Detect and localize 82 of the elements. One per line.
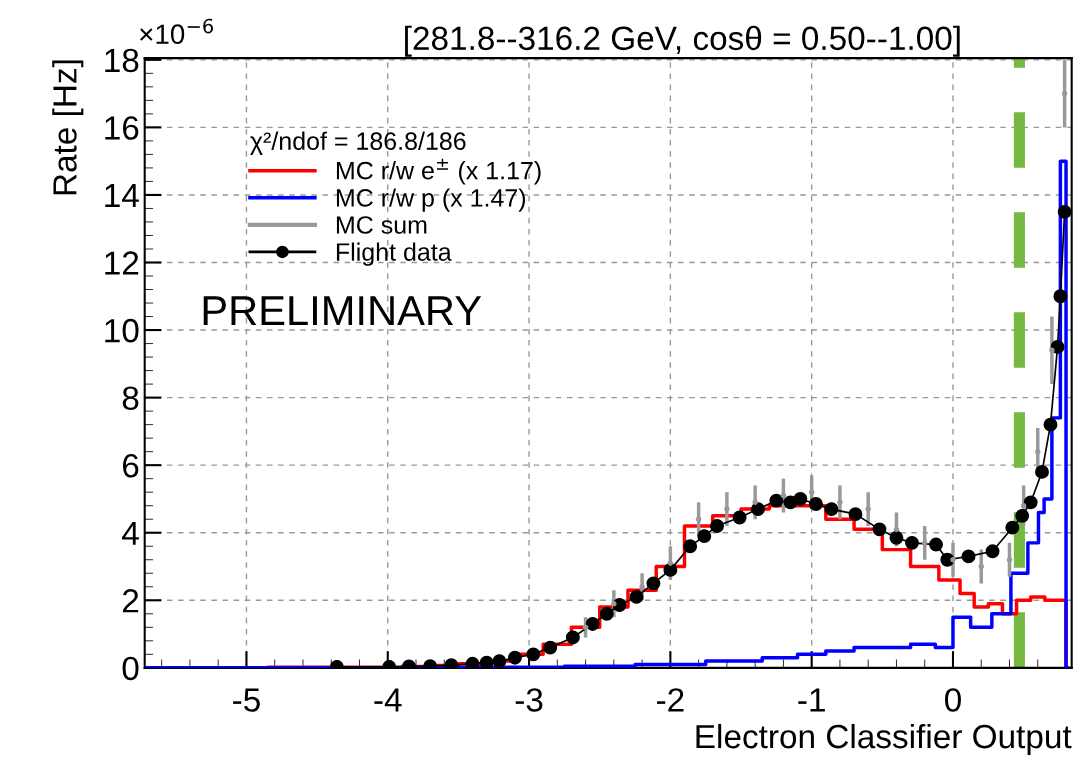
annotation: PRELIMINARY bbox=[203, 296, 482, 325]
point bbox=[808, 489, 815, 495]
point bbox=[780, 492, 787, 499]
point bbox=[479, 655, 494, 668]
text: ×10$^{−6}$ bbox=[140, 18, 213, 45]
point bbox=[1015, 508, 1030, 523]
point bbox=[978, 563, 985, 570]
point bbox=[1020, 502, 1027, 509]
point bbox=[663, 562, 678, 577]
x-axis-title: Electron Classifier Output bbox=[696, 723, 1072, 755]
point bbox=[929, 537, 943, 552]
legend-label: MC r/w e$^{±}$ (x 1.17) bbox=[336, 158, 541, 185]
legend-label: MC sum bbox=[336, 216, 427, 234]
point bbox=[848, 507, 863, 522]
point bbox=[599, 606, 614, 621]
y-tick-label: 4 bbox=[122, 521, 139, 545]
y-tick-label: 18 bbox=[105, 48, 139, 73]
point bbox=[732, 510, 747, 525]
point bbox=[950, 556, 956, 563]
point bbox=[1034, 448, 1041, 455]
point bbox=[582, 624, 589, 631]
point bbox=[710, 519, 724, 533]
y-tick-label: 10 bbox=[105, 318, 139, 343]
point bbox=[865, 506, 871, 512]
point bbox=[1006, 556, 1013, 563]
y-axis-title: Rate [Hz] bbox=[52, 60, 84, 195]
y-tick-label: 0 bbox=[122, 656, 139, 681]
point bbox=[769, 493, 784, 508]
point bbox=[1053, 289, 1068, 304]
point bbox=[1035, 464, 1049, 479]
point bbox=[695, 516, 702, 522]
point bbox=[808, 497, 823, 511]
point bbox=[752, 499, 758, 506]
point bbox=[1005, 520, 1020, 535]
point bbox=[667, 560, 674, 566]
point bbox=[465, 656, 480, 668]
point bbox=[724, 506, 730, 512]
point bbox=[889, 530, 904, 545]
point bbox=[565, 630, 580, 645]
point bbox=[629, 589, 644, 604]
point bbox=[893, 526, 900, 533]
chart-title: [281.8--316.2 GeV, cosθ = 0.50--1.00] bbox=[405, 25, 960, 57]
point bbox=[646, 576, 661, 591]
x-tick-label: -3 bbox=[515, 688, 543, 712]
point bbox=[1049, 347, 1055, 354]
legend-label: Flight data bbox=[336, 242, 452, 266]
y-tick-label: 14 bbox=[105, 184, 139, 208]
point bbox=[492, 654, 507, 668]
x-tick-label: -1 bbox=[798, 688, 825, 712]
point bbox=[1057, 204, 1072, 219]
point bbox=[1043, 417, 1058, 432]
point bbox=[639, 583, 645, 590]
x-tick-label: -2 bbox=[657, 688, 684, 712]
point bbox=[611, 600, 617, 607]
legend-title: χ²/ndof = 186.8/186 bbox=[250, 131, 466, 155]
point bbox=[793, 492, 808, 506]
point bbox=[961, 549, 976, 564]
y-tick-label: 12 bbox=[105, 251, 139, 275]
y-tick-label: 16 bbox=[105, 116, 139, 140]
point bbox=[585, 616, 600, 631]
point bbox=[921, 540, 928, 546]
point bbox=[824, 502, 839, 517]
point bbox=[697, 529, 712, 544]
y-tick-label: 8 bbox=[122, 386, 139, 411]
point bbox=[526, 647, 541, 662]
point bbox=[985, 544, 1000, 559]
legend-label: MC r/w p (x 1.47) bbox=[336, 188, 526, 212]
point bbox=[507, 650, 522, 665]
x-tick-label: 0 bbox=[945, 688, 961, 712]
point bbox=[837, 499, 843, 506]
point bbox=[1050, 340, 1065, 354]
x-tick-label: -5 bbox=[233, 688, 260, 712]
point bbox=[751, 502, 765, 517]
y-tick-label: 6 bbox=[123, 453, 139, 478]
point bbox=[543, 640, 558, 655]
point bbox=[872, 522, 887, 537]
point bbox=[1023, 495, 1038, 510]
point bbox=[683, 539, 698, 554]
point bbox=[1061, 90, 1068, 97]
x-tick-label: -4 bbox=[374, 688, 402, 712]
y-tick-label: 2 bbox=[122, 589, 139, 613]
point bbox=[905, 535, 919, 550]
